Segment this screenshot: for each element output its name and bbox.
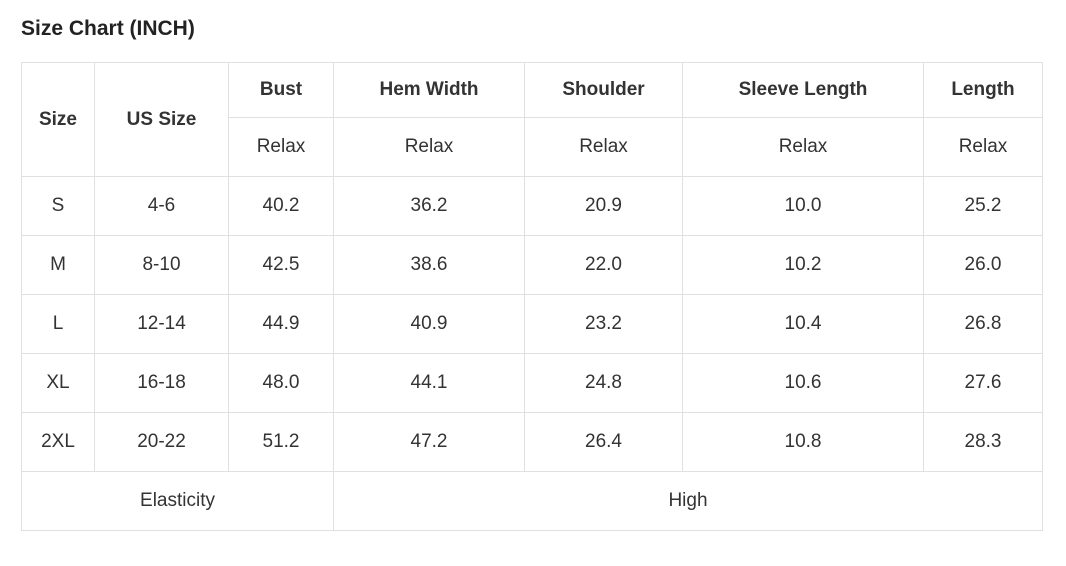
value-cell-hem-width: 40.9 <box>333 294 525 354</box>
value-cell-shoulder: 22.0 <box>524 235 683 295</box>
us-size-cell: 12-14 <box>94 294 229 354</box>
table-row-s: S 4-6 40.2 36.2 20.9 10.0 25.2 <box>21 176 1043 236</box>
value-cell-hem-width: 47.2 <box>333 412 525 472</box>
footer-row: Elasticity High <box>21 471 1043 531</box>
size-chart-table: Size US Size Bust Hem Width Shoulder Sle… <box>21 62 1043 531</box>
value-cell-sleeve-length: 10.4 <box>682 294 924 354</box>
elasticity-label-cell: Elasticity <box>21 471 334 531</box>
size-cell: S <box>21 176 95 236</box>
page-title: Size Chart (INCH) <box>21 17 195 40</box>
value-cell-length: 26.0 <box>923 235 1043 295</box>
value-cell-length: 25.2 <box>923 176 1043 236</box>
value-cell-hem-width: 38.6 <box>333 235 525 295</box>
us-size-cell: 4-6 <box>94 176 229 236</box>
value-cell-shoulder: 23.2 <box>524 294 683 354</box>
fit-row: Relax Relax Relax Relax Relax <box>22 117 1043 177</box>
us-size-cell: 16-18 <box>94 353 229 413</box>
us-size-column-header: US Size <box>94 62 229 177</box>
value-cell-bust: 48.0 <box>228 353 334 413</box>
value-cell-shoulder: 26.4 <box>524 412 683 472</box>
value-cell-sleeve-length: 10.8 <box>682 412 924 472</box>
value-cell-bust: 44.9 <box>228 294 334 354</box>
size-cell: L <box>21 294 95 354</box>
us-size-cell: 20-22 <box>94 412 229 472</box>
table-row-xl: XL 16-18 48.0 44.1 24.8 10.6 27.6 <box>21 353 1043 413</box>
value-cell-hem-width: 44.1 <box>333 353 525 413</box>
value-cell-bust: 40.2 <box>228 176 334 236</box>
value-cell-length: 28.3 <box>923 412 1043 472</box>
table-row-m: M 8-10 42.5 38.6 22.0 10.2 26.0 <box>21 235 1043 295</box>
value-cell-length: 26.8 <box>923 294 1043 354</box>
header-row: Size US Size Bust Hem Width Shoulder Sle… <box>21 62 1043 177</box>
fit-cell-bust: Relax <box>228 117 334 177</box>
value-cell-sleeve-length: 10.0 <box>682 176 924 236</box>
column-header-length: Length <box>923 62 1043 118</box>
size-cell: XL <box>21 353 95 413</box>
value-cell-sleeve-length: 10.2 <box>682 235 924 295</box>
value-cell-shoulder: 20.9 <box>524 176 683 236</box>
fit-cell-shoulder: Relax <box>524 117 683 177</box>
value-cell-hem-width: 36.2 <box>333 176 525 236</box>
fit-cell-sleeve-length: Relax <box>682 117 924 177</box>
column-header-shoulder: Shoulder <box>524 62 683 118</box>
column-header-bust: Bust <box>228 62 334 118</box>
value-cell-sleeve-length: 10.6 <box>682 353 924 413</box>
table-row-2xl: 2XL 20-22 51.2 47.2 26.4 10.8 28.3 <box>21 412 1043 472</box>
value-cell-bust: 42.5 <box>228 235 334 295</box>
size-cell: M <box>21 235 95 295</box>
size-column-header: Size <box>21 62 95 177</box>
column-header-hem-width: Hem Width <box>333 62 525 118</box>
value-cell-bust: 51.2 <box>228 412 334 472</box>
value-cell-length: 27.6 <box>923 353 1043 413</box>
fit-cell-length: Relax <box>923 117 1043 177</box>
value-cell-shoulder: 24.8 <box>524 353 683 413</box>
elasticity-value-cell: High <box>333 471 1043 531</box>
size-cell: 2XL <box>21 412 95 472</box>
table-row-l: L 12-14 44.9 40.9 23.2 10.4 26.8 <box>21 294 1043 354</box>
fit-cell-hem-width: Relax <box>333 117 525 177</box>
column-header-sleeve-length: Sleeve Length <box>682 62 924 118</box>
us-size-cell: 8-10 <box>94 235 229 295</box>
